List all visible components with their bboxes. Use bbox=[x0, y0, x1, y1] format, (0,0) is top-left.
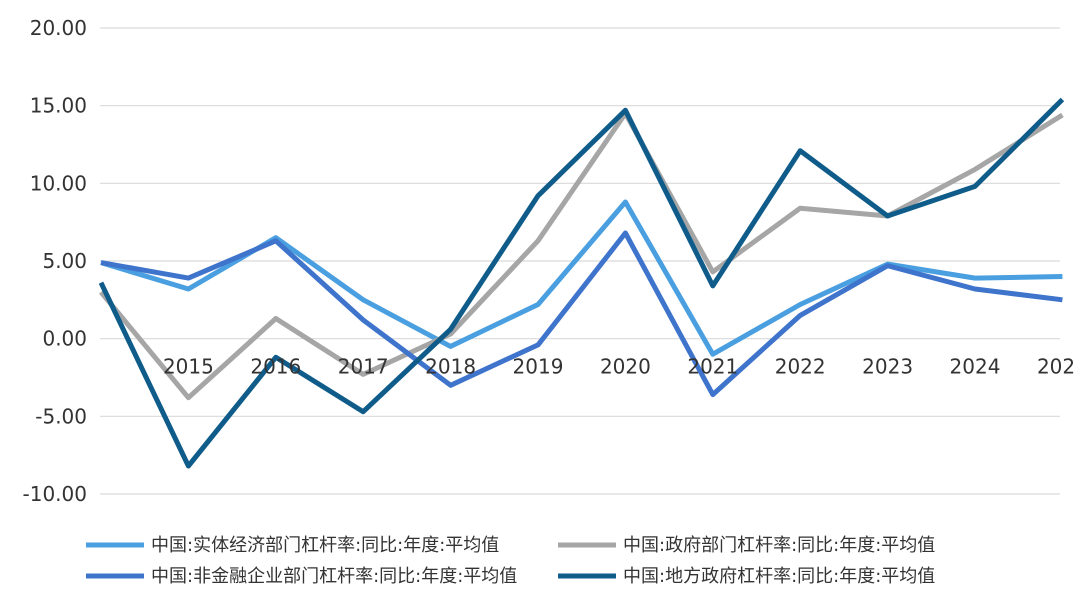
x-tick-label: 2025 bbox=[1037, 355, 1076, 379]
y-tick-label: 20.00 bbox=[30, 16, 87, 40]
x-tick-label: 2022 bbox=[775, 355, 826, 379]
y-tick-label: 0.00 bbox=[42, 327, 87, 351]
legend-item-3: 中国:非金融企业部门杠杆率:同比:年度:平均值 bbox=[86, 566, 517, 587]
x-tick-label: 2023 bbox=[862, 355, 913, 379]
x-tick-label: 2017 bbox=[338, 355, 389, 379]
legend: 中国:实体经济部门杠杆率:同比:年度:平均值 中国:政府部门杠杆率:同比:年度:平… bbox=[86, 535, 935, 587]
legend-item-1: 中国:实体经济部门杠杆率:同比:年度:平均值 bbox=[86, 535, 499, 556]
legend-label: 中国:实体经济部门杠杆率:同比:年度:平均值 bbox=[151, 535, 499, 556]
y-tick-label: -10.00 bbox=[23, 482, 87, 506]
x-tick-label: 2015 bbox=[163, 355, 214, 379]
y-tick-label: 10.00 bbox=[30, 171, 87, 195]
series-line-1 bbox=[100, 199, 1063, 357]
x-tick-label: 2024 bbox=[950, 355, 1001, 379]
x-tick-label: 2020 bbox=[600, 355, 651, 379]
y-tick-label: 5.00 bbox=[42, 249, 87, 273]
x-axis-ticks: 2015 2016 2017 2018 2019 2020 2021 2022 2023 2024… bbox=[163, 355, 1076, 379]
y-axis-ticks: 20.00 15.00 10.00 5.00 0.00 -5.00 -10.00 bbox=[23, 16, 87, 506]
series-line-2 bbox=[99, 110, 1064, 401]
legend-label: 中国:地方政府杠杆率:同比:年度:平均值 bbox=[623, 566, 935, 587]
series-line-4 bbox=[98, 97, 1065, 469]
series-lines bbox=[98, 97, 1065, 469]
series-line-3 bbox=[100, 230, 1063, 398]
y-tick-label: 15.00 bbox=[30, 94, 87, 118]
y-tick-label: -5.00 bbox=[35, 404, 87, 428]
legend-label: 中国:政府部门杠杆率:同比:年度:平均值 bbox=[623, 535, 935, 556]
legend-label: 中国:非金融企业部门杠杆率:同比:年度:平均值 bbox=[151, 566, 517, 587]
x-tick-label: 2018 bbox=[425, 355, 476, 379]
x-tick-label: 2016 bbox=[250, 355, 301, 379]
gridlines bbox=[100, 27, 1060, 495]
x-tick-label: 2019 bbox=[513, 355, 564, 379]
legend-item-4: 中国:地方政府杠杆率:同比:年度:平均值 bbox=[558, 566, 935, 587]
x-tick-label: 2021 bbox=[687, 355, 738, 379]
legend-item-2: 中国:政府部门杠杆率:同比:年度:平均值 bbox=[558, 535, 935, 556]
